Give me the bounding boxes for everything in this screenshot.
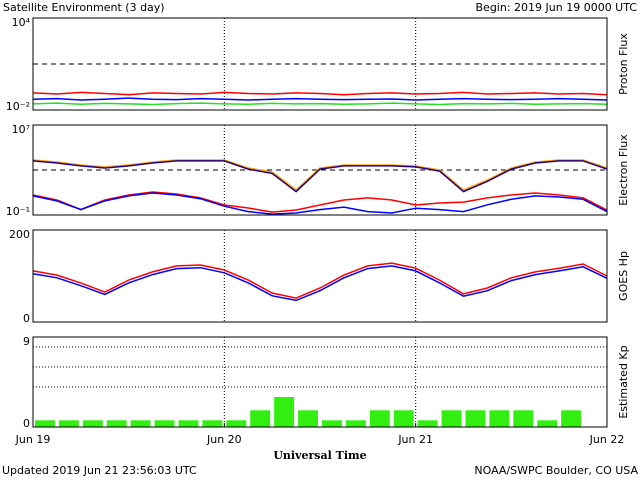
series-line [32, 91, 608, 96]
bar [322, 420, 342, 427]
x-tick-label: Jun 21 [397, 433, 433, 446]
y-axis-label: GOES Hp [617, 251, 630, 301]
panel-frame [32, 17, 608, 111]
series-line [32, 265, 608, 302]
bar [202, 420, 223, 427]
series-line [32, 262, 608, 299]
series-line [32, 102, 608, 106]
bar [226, 420, 247, 427]
series-line [32, 159, 608, 191]
bar [178, 420, 199, 427]
y-tick-label: 10⁻² [6, 100, 30, 113]
panel-frame [32, 229, 608, 323]
bar [58, 420, 79, 427]
y-tick-label: 10⁴ [12, 16, 31, 29]
begin-time: Begin: 2019 Jun 19 0000 UTC [476, 1, 638, 14]
bar [298, 410, 318, 427]
bar [154, 420, 175, 427]
x-tick-label: Jun 19 [15, 433, 51, 446]
series-line [32, 192, 608, 215]
bar [369, 410, 390, 427]
y-axis-label: Proton Flux [617, 33, 630, 95]
bar [274, 397, 295, 427]
bar [35, 420, 55, 427]
y-tick-label: 10⁻¹ [6, 205, 30, 218]
series-line [32, 160, 608, 193]
bar [417, 420, 438, 427]
x-axis-label: Universal Time [273, 449, 366, 462]
y-tick-label: 0 [23, 312, 30, 325]
panel-frame [32, 124, 608, 216]
credit: NOAA/SWPC Boulder, CO USA [474, 464, 638, 477]
bar [441, 410, 462, 427]
bar [106, 420, 127, 427]
x-tick-label: Jun 20 [206, 433, 242, 446]
bar [489, 410, 510, 427]
y-axis-label: Estimated Kp [617, 345, 630, 418]
bar [250, 410, 271, 427]
bar [82, 420, 103, 427]
bar [345, 420, 366, 427]
bar [130, 420, 151, 427]
x-tick-label: Jun 22 [589, 433, 625, 446]
chart-title: Satellite Environment (3 day) [3, 1, 165, 14]
panel-frame [32, 336, 608, 428]
series-line [32, 191, 608, 213]
bar [513, 410, 534, 427]
series-line [32, 97, 608, 101]
bar [465, 410, 486, 427]
y-axis-label: Electron Flux [617, 134, 630, 206]
y-tick-label: 0 [23, 417, 30, 430]
updated-time: Updated 2019 Jun 21 23:56:03 UTC [2, 464, 197, 477]
y-tick-label: 10⁷ [12, 123, 30, 136]
bar [393, 410, 414, 427]
y-tick-label: 9 [23, 335, 30, 348]
y-tick-label: 200 [9, 228, 30, 241]
bar [561, 410, 582, 427]
bar [537, 420, 558, 427]
